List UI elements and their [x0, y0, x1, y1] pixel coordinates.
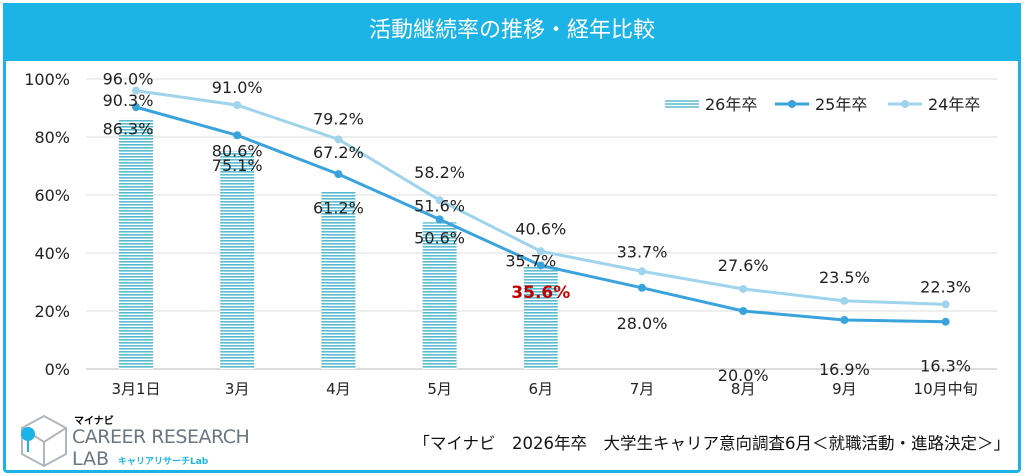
- y-tick-label: 40%: [34, 244, 70, 263]
- point-25年卒: [132, 103, 140, 112]
- data-label-24: 79.2%: [313, 109, 364, 128]
- y-tick-label: 20%: [34, 302, 70, 321]
- point-25年卒: [536, 261, 545, 270]
- bar-26: [321, 191, 356, 369]
- legend-label: 25年卒: [815, 95, 867, 114]
- point-24年卒: [638, 267, 646, 276]
- x-tick-label: 3月1日: [111, 380, 160, 398]
- x-tick-label: 10月中旬: [914, 380, 978, 398]
- data-label-26: 50.6%: [414, 228, 465, 247]
- data-label-25: 16.9%: [819, 360, 870, 379]
- data-label-25: 16.3%: [920, 357, 971, 376]
- data-label-24: 22.3%: [920, 277, 971, 296]
- data-label-25: 67.2%: [313, 143, 364, 162]
- source-note: 「マイナビ 2026年卒 大学生キャリア意向調査6月＜就職活動・進路決定＞」: [413, 434, 1010, 453]
- point-24年卒: [435, 196, 444, 205]
- data-label-25: 90.3%: [103, 91, 154, 110]
- y-tick-label: 100%: [24, 70, 70, 89]
- logo-name-line2: LAB: [72, 448, 110, 470]
- data-label-24: 58.2%: [414, 163, 465, 182]
- data-label-25: 80.6%: [212, 141, 263, 160]
- data-label-24: 96.0%: [103, 70, 154, 89]
- point-24年卒: [334, 135, 343, 144]
- data-label-25: 51.6%: [414, 196, 465, 215]
- point-25年卒: [840, 315, 849, 324]
- x-tick-label: 5月: [427, 380, 452, 398]
- point-25年卒: [739, 307, 748, 315]
- x-tick-label: 7月: [630, 380, 655, 398]
- bar-26: [523, 265, 558, 369]
- point-24年卒: [840, 296, 849, 305]
- point-24年卒: [739, 284, 748, 293]
- x-tick-label: 4月: [326, 380, 351, 398]
- logo-brand: マイナビ: [74, 416, 114, 427]
- logo-name-line1: CAREER RESEARCH: [72, 426, 250, 448]
- x-tick-label: 9月: [832, 380, 857, 398]
- point-24年卒: [941, 300, 950, 309]
- x-tick-label: 8月: [731, 380, 756, 398]
- chart-title: 活動継続率の推移・経年比較: [3, 3, 1021, 61]
- point-24年卒: [233, 101, 242, 110]
- data-label-24: 23.5%: [819, 268, 870, 287]
- data-label-25: 20.0%: [718, 366, 769, 385]
- bar-26: [220, 151, 255, 369]
- chart-frame: [3, 3, 1021, 473]
- x-tick-label: 6月: [529, 380, 554, 398]
- data-label-24: 40.6%: [515, 219, 566, 238]
- data-label-26: 35.6%: [511, 283, 570, 303]
- legend-label: 26年卒: [705, 95, 757, 114]
- lab-cube-icon: [21, 414, 67, 468]
- point-24年卒: [132, 86, 140, 95]
- bar-26: [119, 118, 153, 369]
- point-25年卒: [334, 170, 343, 179]
- data-label-25: 35.7%: [505, 251, 556, 270]
- point-24年卒: [536, 247, 545, 256]
- data-label-26: 86.3%: [103, 120, 154, 139]
- y-tick-label: 0%: [45, 360, 70, 379]
- point-25年卒: [435, 215, 444, 224]
- bar-26: [422, 222, 457, 369]
- logo-sub: キャリアリサーチLab: [118, 457, 209, 467]
- y-tick-label: 80%: [34, 128, 70, 147]
- data-label-24: 27.6%: [718, 256, 769, 275]
- data-label-24: 91.0%: [212, 78, 263, 97]
- y-tick-label: 60%: [34, 186, 70, 205]
- point-25年卒: [233, 131, 242, 140]
- legend-label: 24年卒: [928, 95, 980, 114]
- data-label-25: 28.0%: [617, 314, 668, 333]
- data-label-24: 33.7%: [617, 242, 668, 261]
- x-tick-label: 3月: [225, 380, 250, 398]
- point-25年卒: [638, 283, 646, 292]
- legend-marker-24年卒: [901, 100, 909, 108]
- data-label-26: 61.2%: [313, 199, 364, 218]
- legend-marker-25年卒: [788, 100, 796, 108]
- data-label-26: 75.1%: [212, 156, 263, 175]
- point-25年卒: [941, 317, 950, 326]
